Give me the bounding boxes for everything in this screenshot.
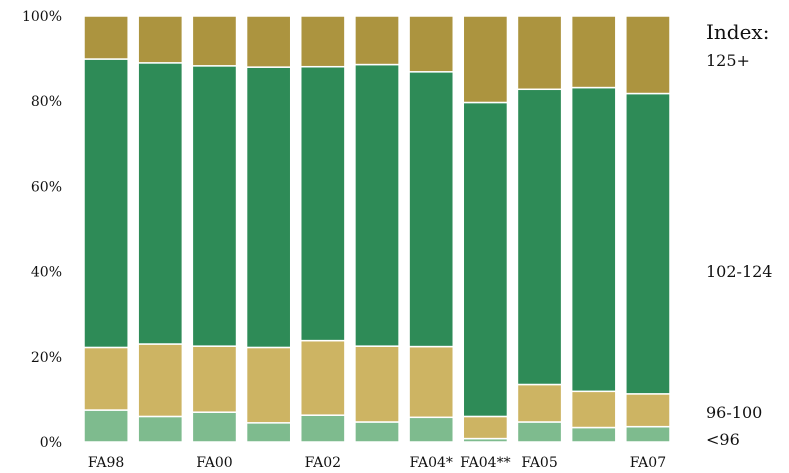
bar-segment [191,411,238,443]
bar-segment [191,65,238,347]
bar-segment [516,15,563,91]
bar-stack [570,15,617,443]
y-tick-label: 100% [22,9,62,25]
bar-stack [137,15,184,443]
bar-segment [516,383,563,423]
bar-segment [408,71,455,348]
bar-segment [354,63,400,347]
legend-label: <96 [706,430,740,449]
bar-segment [625,92,671,395]
x-axis: FA98 FA00 FA02 FA04* FA04** FA05 FA07 [88,455,666,471]
bar-segment [625,425,671,443]
x-tick-label: FA05 [521,455,557,471]
bar-segment [570,15,617,89]
bar-segment [462,15,509,104]
bar-segment [83,15,129,60]
x-tick-label: FA04* [409,455,452,471]
bar-stack [83,15,129,443]
bar-segment [299,65,346,342]
bar-segment [83,58,129,349]
bar-stack [625,15,671,443]
bar-segment [354,421,400,443]
bar-segment [83,409,129,443]
bar-segment [354,15,400,66]
bar-stack [462,15,509,443]
bar-segment [299,15,346,68]
y-tick-label: 0% [40,435,62,451]
x-tick-label: FA02 [305,455,341,471]
x-tick-label: FA00 [196,455,232,471]
bar-segment [462,415,509,440]
bar-segment [137,415,184,443]
bar-segment [354,345,400,423]
legend: Index: <96 96-100 102-124 125+ [706,20,772,449]
bar-segment [462,101,509,418]
bar-segment [570,426,617,443]
bar-segment [137,62,184,345]
y-axis: 0% 20% 40% 60% 80% 100% [22,9,62,451]
bar-stack [408,15,455,443]
bar-stack [191,15,238,443]
bar-segment [245,422,292,443]
bar-segment [570,86,617,393]
bar-stack [299,15,346,443]
bar-segment [83,346,129,411]
bar-segment [245,15,292,68]
bar-stack [354,15,400,443]
legend-label: 102-124 [706,262,772,281]
y-tick-label: 40% [31,265,62,281]
bar-segment [408,345,455,419]
x-tick-label: FA04** [460,455,510,471]
bar-segment [299,339,346,416]
x-tick-label: FA98 [88,455,124,471]
bar-segment [191,345,238,413]
bars [83,15,671,443]
x-tick-label: FA07 [630,455,666,471]
y-tick-label: 80% [31,94,62,110]
bar-stack [245,15,292,443]
legend-label: 96-100 [706,403,762,422]
bar-segment [625,15,671,95]
bar-segment [245,66,292,349]
bar-segment [245,346,292,424]
legend-title: Index: [706,20,769,44]
bar-segment [625,393,671,428]
y-tick-label: 20% [31,350,62,366]
bar-stack [516,15,563,443]
bar-segment [137,343,184,418]
bar-segment [516,421,563,443]
bar-segment [299,414,346,443]
bar-segment [137,15,184,64]
y-tick-label: 60% [31,179,62,195]
bar-segment [570,390,617,429]
bar-segment [191,15,238,67]
bar-segment [408,416,455,443]
bar-segment [516,88,563,386]
legend-label: 125+ [706,51,750,70]
bar-segment [408,15,455,73]
